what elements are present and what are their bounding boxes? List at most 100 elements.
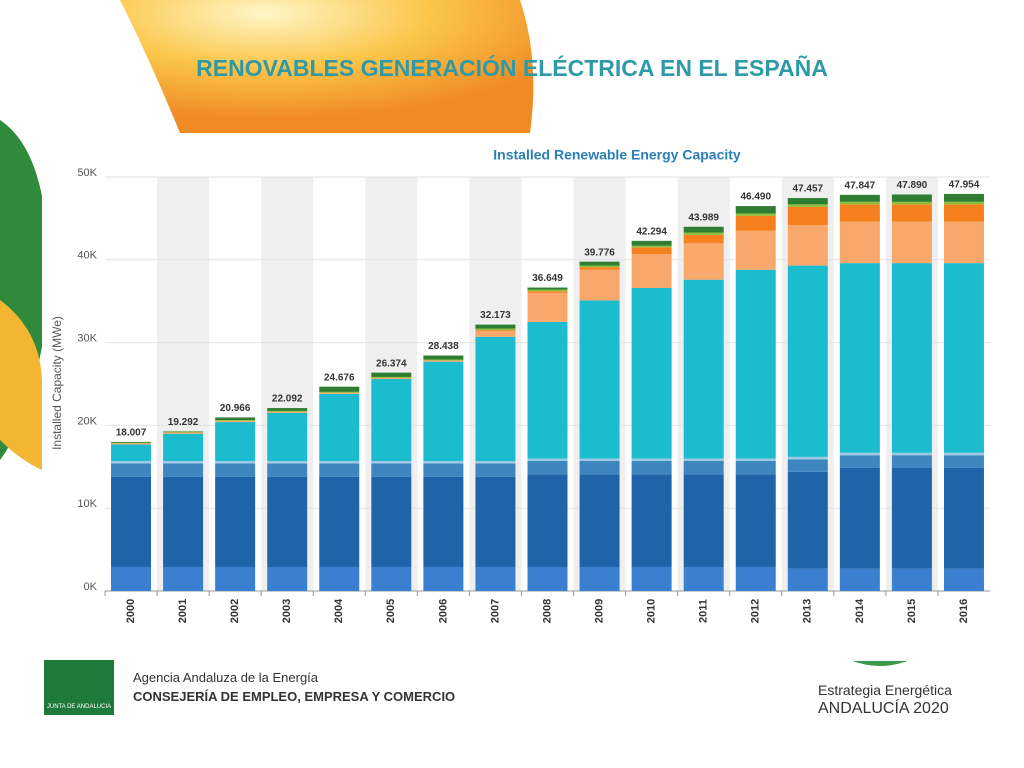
footer-left: Agencia Andaluza de la Energía CONSEJERÍ… [133,670,455,704]
total-label: 47.890 [897,180,928,191]
bar-segment [943,204,984,222]
x-tick-label: 2012 [750,599,762,623]
y-tick-label: 30K [77,333,97,345]
y-tick-label: 20K [77,415,97,427]
bar-segment [683,226,724,233]
bar-segment [735,230,776,270]
y-tick-label: 10K [77,498,97,510]
bar-segment [163,461,204,464]
bar-segment [319,393,360,462]
bar-segment [111,463,152,477]
bar-segment [683,234,724,244]
bar-segment [267,412,308,462]
bar-segment [371,461,412,464]
bar-segment [475,463,516,477]
bar-segment [423,359,464,361]
bar-segment [423,461,464,464]
total-label: 36.649 [532,273,563,284]
x-tick-label: 2010 [646,599,658,623]
x-tick-label: 2008 [541,599,553,623]
bar-segment [527,474,568,567]
bar-segment [631,461,672,475]
bar-segment [527,292,568,322]
total-label: 20.966 [220,403,251,414]
bar-segment [163,433,204,462]
x-tick-label: 2006 [437,599,449,623]
bar-segment [787,265,828,457]
bar-segment [475,324,516,329]
bar-segment [111,443,152,445]
bar-segment [423,355,464,360]
bar-segment [579,474,620,567]
x-tick-label: 2014 [854,598,866,623]
total-label: 43.989 [688,212,719,223]
bar-segment [371,566,412,591]
bar-segment [891,568,932,591]
bar-segment [735,458,776,462]
bar-segment [839,568,880,591]
bar-segment [943,467,984,569]
bar-segment [683,232,724,235]
logo-text: JUNTA DE ANDALUCIA [46,704,112,710]
x-tick-label: 2013 [802,599,814,623]
total-label: 47.847 [845,180,876,191]
bar-segment [215,421,256,423]
bar-segment [319,566,360,591]
bar-segment [579,461,620,475]
bar-segment [735,474,776,567]
strategy-name: Estrategia Energética [818,682,952,698]
bar-segment [111,461,152,464]
bar-segment [891,467,932,569]
bar-segment [787,459,828,472]
total-label: 46.490 [740,192,771,203]
bar-segment [631,474,672,567]
bar-segment [943,455,984,468]
x-tick-label: 2015 [906,599,918,623]
bar-segment [267,412,308,413]
bar-segment [423,566,464,591]
bar-segment [267,408,308,411]
bar-segment [579,261,620,266]
bar-segment [943,568,984,591]
bar-segment [631,240,672,246]
bar-segment [891,201,932,205]
bar-segment [735,461,776,475]
bar-segment [319,463,360,477]
bar-segment [839,467,880,569]
logo: JUNTA DE ANDALUCIA [44,660,114,715]
bar-segment [371,378,412,380]
bar-segment [943,263,984,453]
bar-segment [735,206,776,214]
bar-segment [319,461,360,464]
bar-segment [475,461,516,464]
bar-segment [111,441,152,443]
bar-segment [267,463,308,477]
bar-segment [267,410,308,412]
bar-segment [215,417,256,421]
bar-segment [683,474,724,567]
bar-segment [423,360,464,362]
bar-segment [319,391,360,393]
bar-segment [527,289,568,292]
bar-segment [319,386,360,392]
x-tick-label: 2003 [281,599,293,623]
x-tick-label: 2004 [333,598,345,623]
total-label: 39.776 [584,247,615,258]
bar-segment [579,265,620,268]
bar-segment [579,267,620,270]
bar-segment [839,201,880,205]
bar-segment [371,379,412,462]
x-tick-label: 2009 [593,599,605,623]
slide-title: RENOVABLES GENERACIÓN ELÉCTRICA EN EL ES… [196,55,828,81]
y-axis-label: Installed Capacity (MWe) [50,316,64,450]
bar-segment [839,452,880,456]
bar-segment [475,328,516,331]
bar-segment [579,269,620,301]
bar-segment [631,254,672,288]
x-tick-label: 2001 [177,599,189,623]
arc-decoration [850,660,910,666]
bar-segment [943,201,984,205]
chart-title: Installed Renewable Energy Capacity [493,147,741,163]
bar-segment [527,287,568,290]
bar-segment [423,361,464,462]
